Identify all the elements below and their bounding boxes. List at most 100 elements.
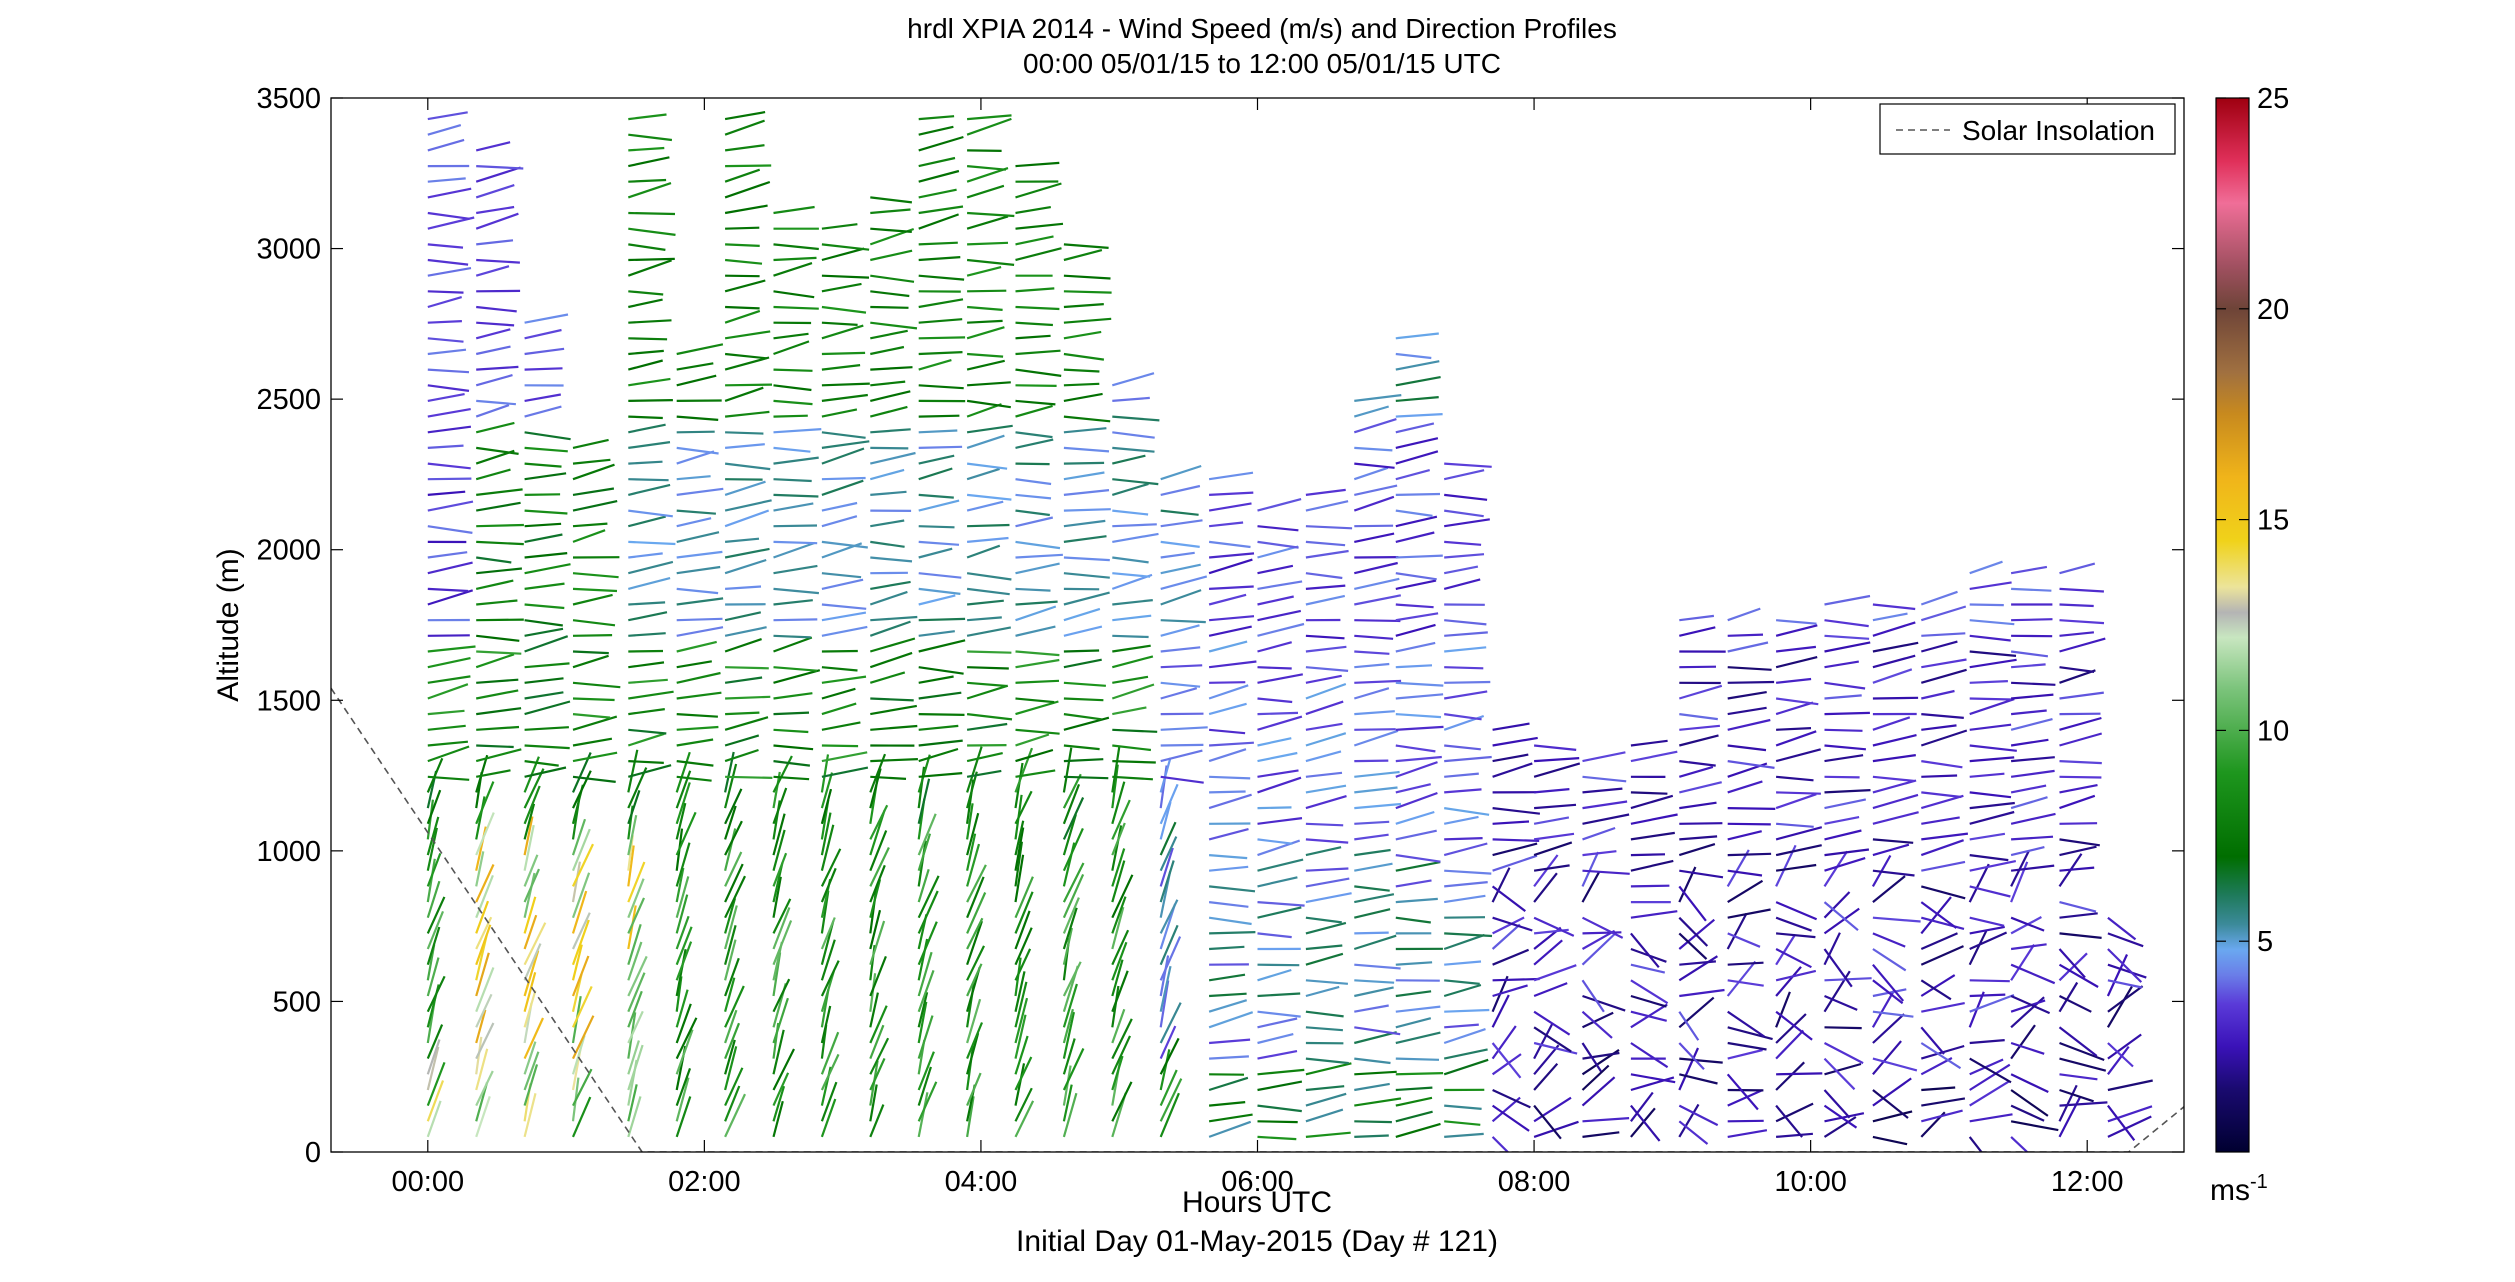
wind-barb [869,768,882,809]
wind-barb [427,740,469,747]
wind-barb [1305,916,1342,924]
wind-barb [1209,615,1255,622]
wind-barb [869,671,906,684]
wind-barb [1354,662,1390,669]
wind-barb [1395,450,1439,465]
wind-barb [1111,929,1130,966]
wind-barb [524,431,571,441]
wind-barb [1491,1136,1510,1152]
wind-barb [918,298,964,309]
wind-barb [427,408,471,418]
wind-barb [1062,784,1081,825]
wind-barb [476,321,515,327]
wind-barb [1111,1018,1133,1060]
wind-barb [966,752,1003,763]
wind-barb [869,920,886,966]
wind-barb [1444,837,1483,841]
wind-barb [1824,728,1863,732]
wind-barb [476,556,512,564]
wind-barb [523,896,537,934]
wind-barb [1775,624,1818,637]
wind-barb [627,897,646,934]
wind-barb [1444,713,1482,721]
wind-barb [724,851,743,887]
wind-barb [870,451,916,465]
y-tick-label: 1500 [256,685,321,717]
wind-barb [917,992,929,1028]
wind-barb [476,634,520,642]
wind-barb [1775,793,1817,810]
wind-barb [1775,645,1817,653]
wind-barb [1305,921,1347,935]
wind-barb [1872,1013,1905,1044]
wind-barb [2059,932,2102,939]
wind-barb [773,618,818,622]
wind-barb [523,914,538,950]
wind-barb [821,274,870,279]
wind-barb [2010,812,2056,825]
wind-barb [1824,1112,1865,1123]
wind-barb [1305,979,1348,985]
wind-barb [523,950,540,997]
wind-barb [1395,1072,1444,1076]
wind-barb [724,144,765,152]
wind-barb [725,711,760,716]
wind-barb [571,872,591,919]
wind-barb [772,813,786,856]
wind-barb [1257,932,1292,939]
wind-barb [475,748,522,763]
wind-barb [2011,756,2055,763]
wind-barb [523,1041,537,1075]
wind-barb [966,215,1009,230]
wind-barb [1630,1091,1654,1122]
wind-barb [1678,765,1714,778]
x-axis-label: Hours UTC [1182,1186,1332,1219]
wind-barb [1920,901,1957,929]
wind-barb [1872,1077,1912,1107]
chart-title: hrdl XPIA 2014 - Wind Speed (m/s) and Di… [907,13,1617,44]
wind-barb [966,493,1012,501]
wind-barb [1395,744,1436,753]
wind-barb [1063,249,1103,262]
wind-barb [1208,1011,1254,1029]
wind-barb [1014,1056,1033,1091]
wind-barb [1533,762,1581,778]
wind-barb [1872,1135,1908,1146]
wind-barb [2058,948,2086,979]
wind-barb [966,500,1004,512]
wind-barb [427,384,470,392]
wind-barb [1354,728,1396,731]
wind-barb [476,446,519,455]
wind-barb [1015,462,1050,466]
wind-barb [1063,243,1109,249]
wind-barb [1112,523,1157,528]
wind-barb [1112,532,1159,543]
wind-barb [1824,816,1860,825]
legend: Solar Insolation [1879,103,2176,155]
wind-barb [1063,382,1100,387]
wind-barb [524,563,571,575]
wind-barb [1209,491,1254,496]
wind-barb [475,579,514,590]
wind-barb [1111,683,1155,700]
wind-barb [476,239,514,246]
wind-barb [1582,787,1623,794]
wind-barb [725,226,760,230]
wind-barb [1354,524,1394,528]
wind-barb [1727,1010,1766,1038]
wind-barb [628,509,673,518]
wind-barb [2059,838,2100,847]
wind-barb [1678,916,1709,947]
wind-barb [1063,446,1110,453]
wind-barb [1824,829,1862,841]
wind-barb [475,924,492,966]
wind-barb [1630,1076,1675,1092]
wind-barb [2010,916,2045,932]
wind-barb [676,550,723,559]
wind-barb [1063,649,1100,653]
wind-barb [1160,687,1198,700]
wind-barb [1775,932,1816,939]
wind-barb [773,243,819,251]
wind-barb [821,666,858,672]
wind-barb [1111,1008,1126,1044]
